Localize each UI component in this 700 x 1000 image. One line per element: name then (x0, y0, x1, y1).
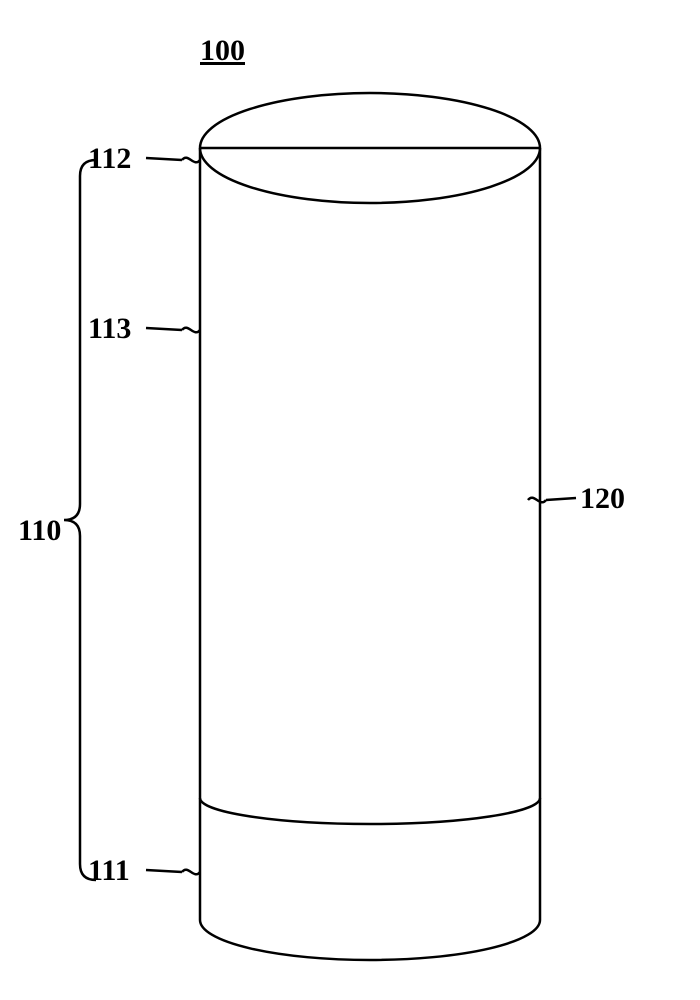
label-113-tilde (182, 328, 200, 333)
patent-figure: 100 112 113 111 120 110 (0, 0, 700, 1000)
label-113: 113 (88, 312, 131, 345)
label-112-tilde (182, 158, 200, 163)
label-111-leader (146, 870, 182, 872)
label-112-leader (146, 158, 182, 160)
cylinder-band-arc (200, 798, 540, 824)
label-113-leader (146, 328, 182, 330)
brace-110 (64, 160, 96, 880)
cylinder-bottom-arc (200, 920, 540, 960)
label-112: 112 (88, 142, 131, 175)
label-110: 110 (18, 514, 61, 547)
figure-title: 100 (200, 34, 245, 67)
label-120: 120 (580, 482, 625, 515)
label-111: 111 (88, 854, 130, 887)
label-111-tilde (182, 870, 200, 875)
label-120-tilde (528, 498, 546, 503)
label-120-leader (546, 498, 576, 500)
